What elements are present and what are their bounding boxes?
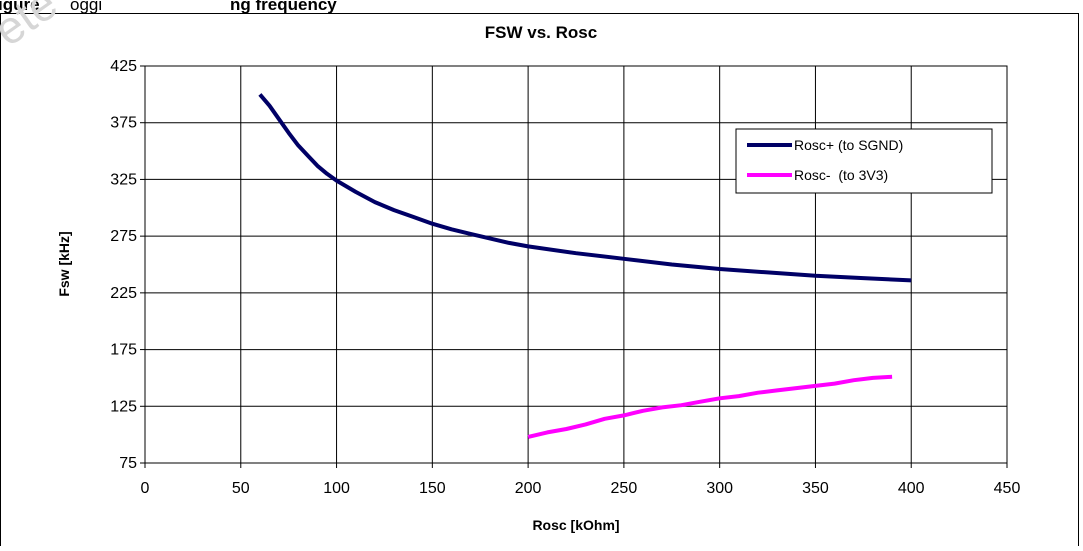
y-axis-title: Fsw [kHz] [56,231,72,296]
series-line-rosc-plus [258,93,912,283]
series-layer [258,93,912,439]
x-axis-title: Rosc [kOhm] [532,517,619,533]
plot-area [144,65,1008,464]
x-tick-label: 450 [994,480,1021,497]
watermark: ete [0,0,66,56]
tick-label-layer: 0 50 100 150 200 250 300 350 400 450 75 125 175 225 27… [110,58,1020,497]
x-tick-label: 150 [419,480,446,497]
x-tick-label: 300 [706,480,733,497]
y-tick-label: 75 [119,455,137,472]
y-tick-label: 325 [110,171,137,188]
y-tick-label: 125 [110,398,137,415]
x-tick-label: 0 [141,480,150,497]
x-tick-label: 350 [802,480,829,497]
legend-label-rosc-minus: Rosc- (to 3V3) [794,167,888,183]
x-tick-label: 400 [898,480,925,497]
grid-layer [140,65,1008,468]
y-tick-label: 375 [110,115,137,132]
caption-prefix: igure [0,0,40,14]
caption-middle: oggi [70,0,102,14]
y-tick-label: 275 [110,228,137,245]
chart-frame [0,13,1079,551]
y-tick-label: 225 [110,285,137,302]
legend-box [735,128,993,194]
caption-suffix: ng frequency [230,0,337,14]
chart-title: FSW vs. Rosc [485,23,597,42]
x-tick-label: 50 [232,480,250,497]
y-tick-label: 425 [110,58,137,75]
legend-label-rosc-plus: Rosc+ (to SGND) [794,137,903,153]
x-tick-label: 200 [515,480,542,497]
legend: Rosc+ (to SGND) Rosc- (to 3V3) [735,128,993,194]
series-line-rosc-minus [527,374,893,439]
x-tick-label: 100 [323,480,350,497]
y-tick-label: 175 [110,342,137,359]
x-tick-label: 250 [611,480,638,497]
